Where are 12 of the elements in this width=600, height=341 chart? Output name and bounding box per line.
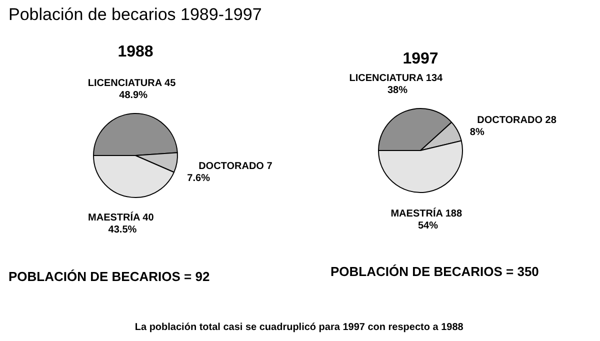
chart-title: 1988 xyxy=(118,44,154,60)
text: La población total casi se cuadruplicó para 1997 con respecto a 1988 xyxy=(134,322,464,333)
chart-title: 1997 xyxy=(402,50,438,68)
slice-label: MAESTRÍA 188 54% xyxy=(390,208,462,232)
text: POBLACIÓN DE BECARIOS = 350 xyxy=(330,264,539,279)
slice-label: LICENCIATURA 134 38% xyxy=(349,73,444,96)
slice-label: DOCTORADO 28 8% xyxy=(470,115,557,138)
slice-label: LICENCIATURA 45 48.9% xyxy=(88,78,176,101)
slice-label: MAESTRÍA 40 43.5% xyxy=(88,212,154,236)
text: Población de becarios 1989-1997 xyxy=(8,5,262,24)
slice-label: DOCTORADO 7 7.6% xyxy=(187,160,273,184)
text: POBLACIÓN DE BECARIOS = 92 xyxy=(8,269,210,284)
